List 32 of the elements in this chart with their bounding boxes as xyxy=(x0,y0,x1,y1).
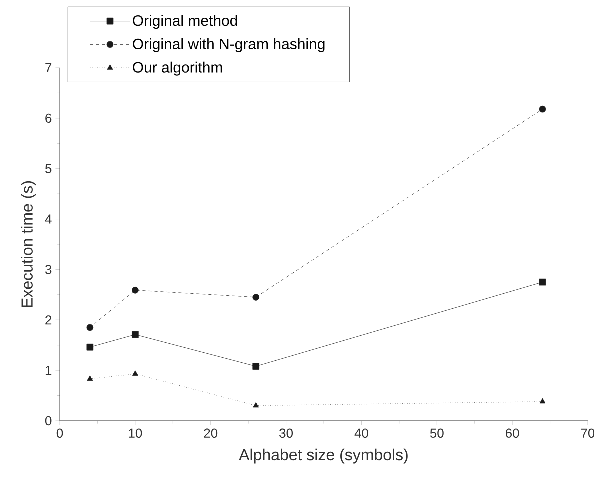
legend-label: Our algorithm xyxy=(133,62,222,76)
x-tick-label: 30 xyxy=(280,428,294,438)
y-tick-label: 0 xyxy=(45,416,52,426)
point xyxy=(252,363,260,370)
y-tick-label: 2 xyxy=(46,316,52,325)
x-axis-title: Alphabet size (symbols) xyxy=(239,448,408,464)
x-tick-label: 40 xyxy=(354,428,368,438)
y-tick-label: 7 xyxy=(46,64,52,72)
x-tick-label: 60 xyxy=(506,428,520,438)
y-tick-label: 1 xyxy=(46,366,52,376)
x-tick-label: 20 xyxy=(204,428,218,438)
point xyxy=(540,398,546,404)
y-tick-label: 6 xyxy=(46,114,52,124)
point xyxy=(253,402,260,408)
point xyxy=(86,344,94,351)
x-tick-label: 50 xyxy=(430,428,444,438)
point xyxy=(539,106,546,113)
point xyxy=(86,324,94,332)
y-tick-label: 5 xyxy=(45,164,52,174)
y-tick-label: 3 xyxy=(45,265,52,274)
y-tick-label: 4 xyxy=(45,214,52,224)
point xyxy=(87,376,94,381)
x-tick-label: 10 xyxy=(129,428,142,438)
point xyxy=(539,278,546,286)
y-axis-title: Execution time (s) xyxy=(21,182,36,308)
point xyxy=(132,370,138,376)
point xyxy=(252,294,260,301)
legend-label: Original method xyxy=(133,15,238,30)
x-tick-label: 0 xyxy=(56,428,64,438)
point xyxy=(132,331,139,338)
legend-label: Original with N-gram hashing xyxy=(133,38,325,52)
point xyxy=(132,286,139,294)
